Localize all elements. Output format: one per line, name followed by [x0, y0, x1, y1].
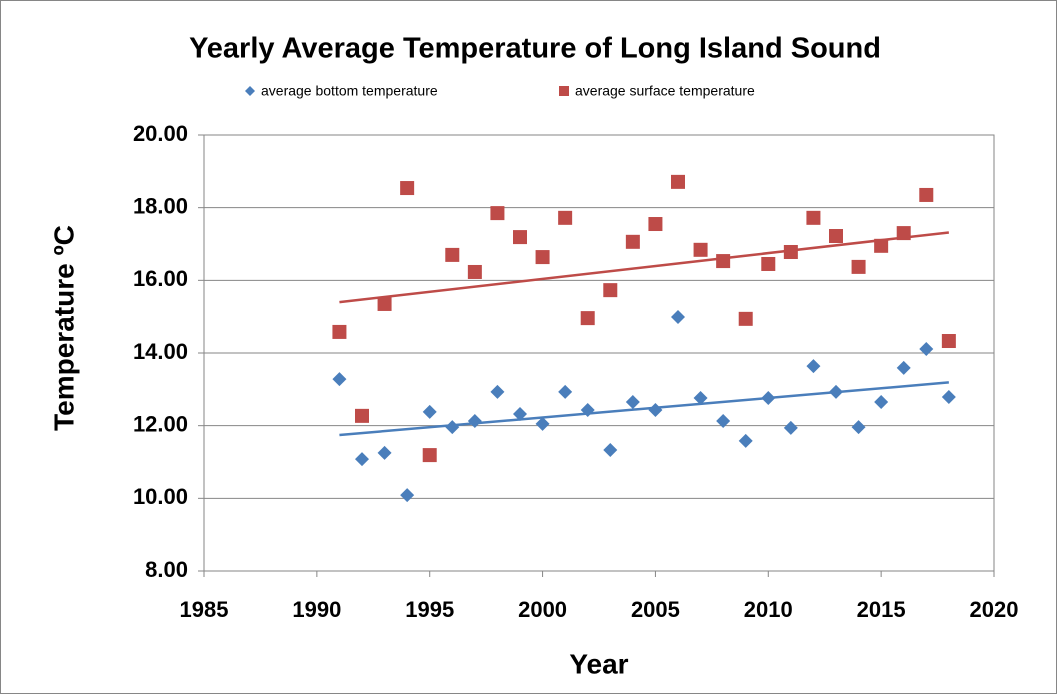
point [355, 408, 369, 423]
point [648, 403, 663, 418]
point [332, 372, 347, 387]
point [761, 256, 776, 271]
point [445, 420, 460, 435]
y-tick-label: 18.00 [133, 193, 188, 218]
chart-title: Yearly Average Temperature of Long Islan… [189, 33, 881, 65]
point [467, 264, 482, 279]
y-tick-label: 14.00 [133, 339, 188, 364]
x-tick-label: 1985 [180, 597, 229, 622]
point [851, 420, 866, 435]
point [919, 342, 934, 357]
point [941, 334, 956, 349]
point [377, 296, 392, 311]
point [738, 433, 753, 448]
point [829, 384, 843, 399]
point [467, 413, 482, 428]
point [625, 395, 640, 410]
point [896, 360, 911, 375]
y-tick-label: 8.00 [145, 557, 188, 582]
point [919, 187, 934, 202]
x-tick-label: 2020 [970, 597, 1019, 622]
point [625, 234, 640, 249]
trendline [339, 381, 949, 437]
point [783, 420, 798, 435]
x-tick-label: 1990 [292, 597, 341, 622]
point [603, 283, 618, 298]
point [671, 174, 685, 189]
point [851, 259, 866, 274]
point [716, 413, 731, 428]
point [693, 391, 708, 406]
y-tick-label: 10.00 [133, 484, 188, 509]
point [377, 445, 392, 460]
point [332, 324, 347, 339]
legend-label: average surface temperature [575, 83, 755, 99]
point [445, 247, 460, 262]
x-tick-label: 2000 [518, 597, 567, 622]
x-tick-label: 2015 [857, 597, 906, 622]
point [738, 311, 753, 326]
legend-marker [245, 86, 255, 96]
point [513, 230, 527, 245]
point [648, 217, 663, 232]
point [513, 407, 527, 422]
x-axis-title: Year [569, 648, 628, 679]
point [806, 210, 821, 225]
legend-label: average bottom temperature [261, 83, 438, 99]
point [422, 448, 437, 463]
point [580, 311, 595, 326]
point [693, 242, 708, 257]
point [400, 181, 415, 196]
point [874, 238, 889, 253]
point [603, 443, 618, 458]
y-tick-label: 16.00 [133, 266, 188, 291]
point [490, 206, 505, 221]
point [400, 488, 415, 503]
point [535, 250, 550, 265]
point [896, 226, 911, 241]
point [422, 404, 437, 419]
legend-marker [559, 86, 569, 96]
point [806, 359, 821, 374]
point [490, 384, 505, 399]
point [671, 310, 685, 325]
point [535, 416, 550, 431]
y-axis-title: Temperature ºC [48, 225, 79, 431]
point [829, 229, 843, 244]
point [874, 395, 889, 410]
point [580, 403, 595, 418]
point [558, 384, 573, 399]
x-tick-label: 1995 [405, 597, 454, 622]
x-tick-label: 2005 [631, 597, 680, 622]
y-tick-label: 20.00 [133, 121, 188, 146]
y-tick-label: 12.00 [133, 411, 188, 436]
point [716, 254, 731, 269]
x-tick-label: 2010 [744, 597, 793, 622]
point [783, 244, 798, 259]
point [761, 391, 776, 406]
trendline [339, 231, 949, 304]
point [558, 210, 573, 225]
point [355, 452, 369, 467]
point [941, 389, 956, 404]
